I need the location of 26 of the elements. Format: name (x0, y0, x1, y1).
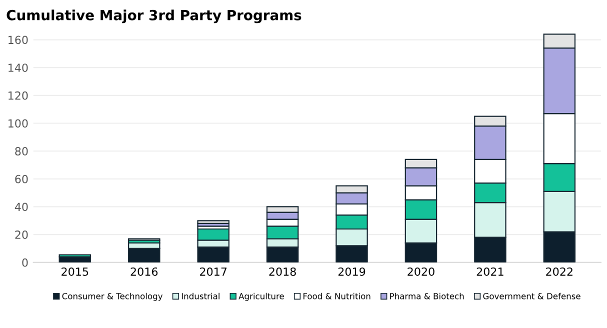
x-tick-label: 2016 (130, 267, 158, 276)
x-tick-label: 2017 (200, 267, 227, 276)
x-tick-label: 2020 (408, 267, 434, 276)
legend-label: Food & Nutrition (304, 292, 370, 300)
legend-label: Industrial (182, 292, 220, 300)
chart-title: Cumulative Major 3rd Party Programs (6, 10, 302, 24)
y-tick-label: 60 (15, 174, 28, 184)
y-tick-label: 120 (8, 91, 28, 100)
x-tick-label: 2022 (546, 267, 572, 276)
y-tick-label: 0 (22, 258, 28, 267)
bar (197, 220, 230, 224)
y-tick-label: 160 (8, 36, 28, 44)
y-tick-label: 140 (8, 64, 28, 72)
legend-label: Agriculture (238, 292, 284, 301)
x-tick-label: 2021 (476, 267, 504, 276)
y-tick-label: 40 (14, 202, 28, 212)
x-tick-label: 2015 (62, 267, 88, 276)
x-tick-label: 2018 (269, 267, 296, 276)
x-tick-label: 2019 (338, 267, 366, 276)
y-tick-label: 80 (15, 147, 28, 156)
bar (128, 248, 160, 262)
legend-label: Consumer & Technology (62, 292, 163, 301)
y-tick-label: 20 (15, 230, 28, 239)
legend-label: Pharma & Biotech (390, 292, 464, 300)
y-tick-label: 100 (8, 119, 28, 128)
legend-label: Government & Defense (483, 292, 580, 300)
